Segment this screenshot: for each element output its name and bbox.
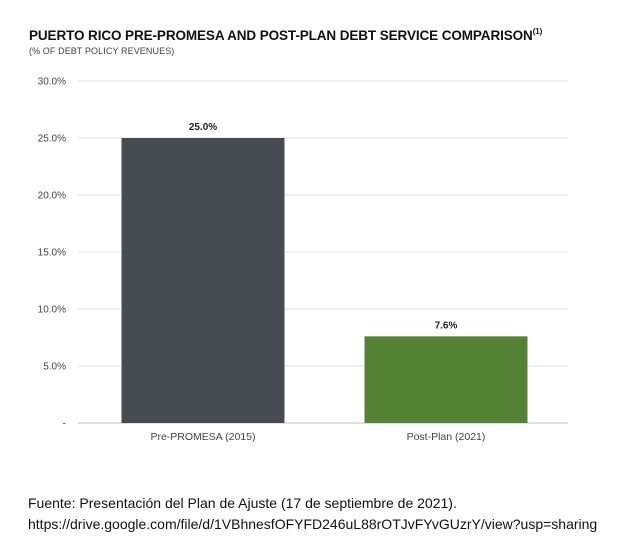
source-text: Fuente: Presentación del Plan de Ajuste … xyxy=(28,495,457,511)
x-tick-label: Pre-PROMESA (2015) xyxy=(150,431,255,443)
y-tick-label: - xyxy=(63,419,66,430)
title-footnote: (1) xyxy=(532,27,543,36)
chart-subtitle: (% OF DEBT POLICY REVENUES) xyxy=(29,46,175,56)
bar-chart: - 5.0% 10.0% 15.0% 20.0% 25.0% 30.0% 25.0% 7.6%… xyxy=(38,77,568,443)
bar xyxy=(121,138,285,423)
x-tick-label: Post-Plan (2021) xyxy=(407,431,486,443)
y-tick-label: 20.0% xyxy=(38,191,66,202)
data-label: 25.0% xyxy=(189,122,217,133)
data-labels: 25.0% 7.6% xyxy=(189,122,458,331)
chart-title: PUERTO RICO PRE-PROMESA AND POST-PLAN DE… xyxy=(29,27,542,43)
y-tick-label: 25.0% xyxy=(38,134,66,145)
chart-title-text: PUERTO RICO PRE-PROMESA AND POST-PLAN DE… xyxy=(29,28,533,43)
data-label: 7.6% xyxy=(435,320,458,331)
bar xyxy=(364,336,528,423)
y-tick-label: 15.0% xyxy=(38,248,66,259)
y-tick-label: 10.0% xyxy=(38,305,66,316)
y-tick-label: 30.0% xyxy=(38,77,66,88)
y-axis-ticks: - 5.0% 10.0% 15.0% 20.0% 25.0% 30.0% xyxy=(38,77,66,430)
y-tick-label: 5.0% xyxy=(43,362,66,373)
source-url[interactable]: https://drive.google.com/file/d/1VBhnesf… xyxy=(28,516,598,532)
source-footer: Fuente: Presentación del Plan de Ajuste … xyxy=(28,493,597,535)
bars xyxy=(121,138,528,423)
x-axis-ticks: Pre-PROMESA (2015) Post-Plan (2021) xyxy=(150,431,485,443)
